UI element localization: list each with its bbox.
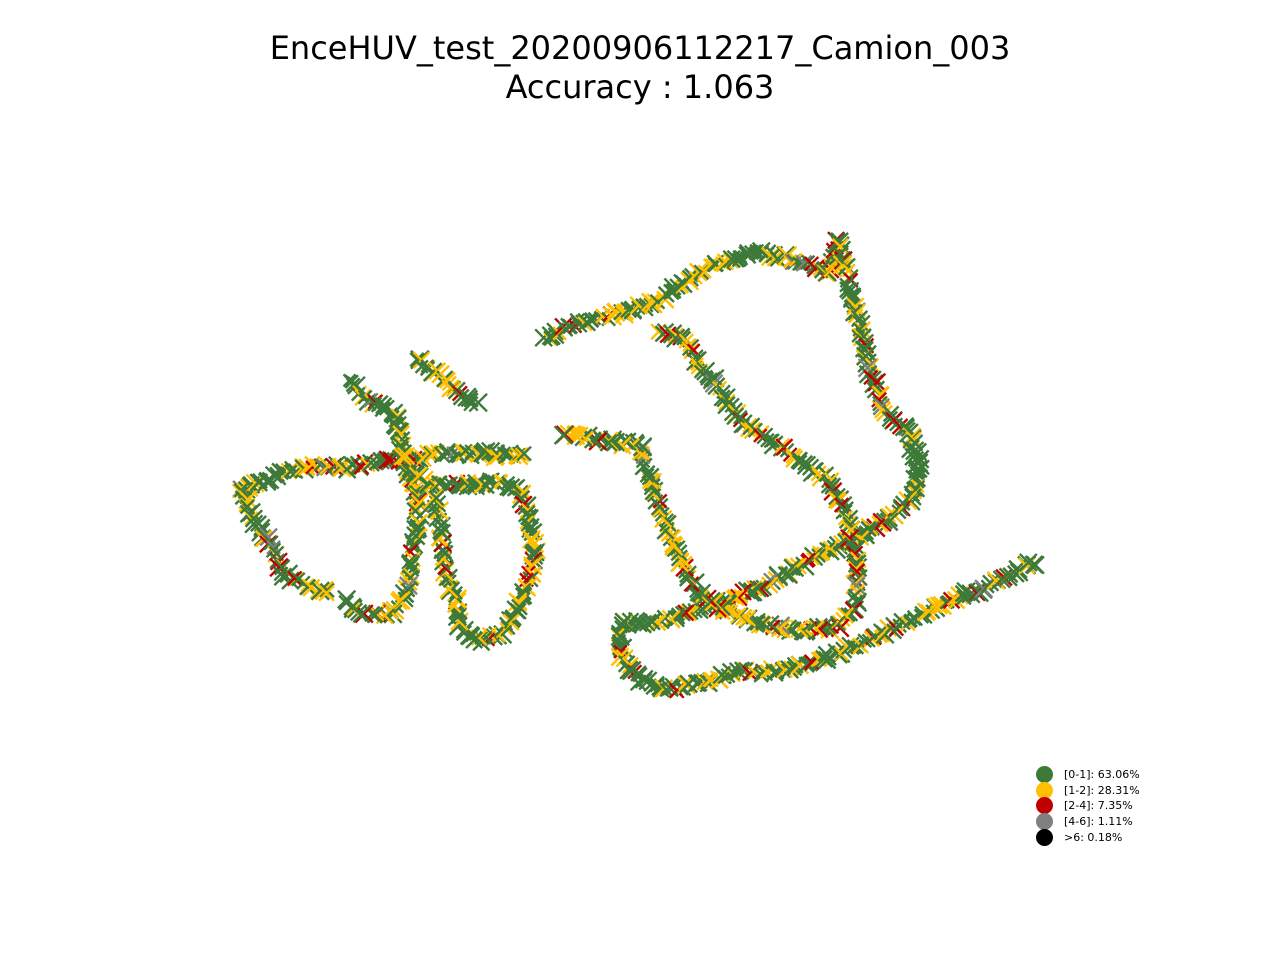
- marker-746: [665, 328, 686, 348]
- legend-item-gt6: >6: 0.18%: [1036, 828, 1140, 846]
- marker-506: [758, 246, 775, 263]
- track-markers: [231, 231, 1045, 699]
- marker-1138: [961, 584, 981, 604]
- marker-740: [650, 323, 668, 341]
- marker-1112: [892, 618, 908, 634]
- marker-312: [427, 504, 442, 519]
- marker-557: [843, 287, 860, 304]
- marker-349: [393, 447, 412, 466]
- marker-413: [286, 570, 303, 587]
- marker-236: [522, 570, 539, 588]
- marker-25: [305, 460, 320, 475]
- marker-964: [641, 467, 660, 486]
- legend-marker-2-4: [1036, 797, 1053, 815]
- marker-112: [408, 501, 424, 516]
- legend-item-4-6: [4-6]: 1.11%: [1036, 813, 1140, 831]
- legend-item-0-1: [0-1]: 63.06%: [1036, 766, 1140, 784]
- marker-95: [509, 446, 529, 466]
- marker-663: [826, 539, 847, 560]
- legend-marker-4-6: [1036, 813, 1053, 831]
- marker-699: [729, 588, 748, 607]
- marker-688: [761, 576, 779, 594]
- legend-label-2-4: [2-4]: 7.35%: [1064, 799, 1133, 813]
- marker-574: [856, 333, 875, 352]
- chart-title: EnceHUV_test_20200906112217_Camion_003: [269, 29, 1011, 67]
- marker-424: [318, 584, 335, 602]
- marker-1079: [798, 656, 815, 674]
- marker-510: [769, 251, 786, 268]
- marker-163: [338, 594, 355, 611]
- legend-label-0-1: [0-1]: 63.06%: [1064, 768, 1140, 782]
- marker-376: [468, 392, 488, 413]
- marker-1162: [1024, 555, 1044, 574]
- marker-455: [620, 301, 638, 319]
- marker-608: [900, 421, 916, 438]
- marker-50: [376, 452, 393, 469]
- legend-item-2-4: [2-4]: 7.35%: [1036, 797, 1140, 815]
- marker-821: [824, 477, 842, 494]
- marker-477: [681, 269, 699, 287]
- marker-1010: [613, 644, 628, 659]
- marker-1116: [903, 613, 918, 628]
- marker-97: [516, 445, 532, 462]
- marker-423: [319, 582, 335, 598]
- marker-259: [485, 628, 504, 646]
- marker-1056: [734, 661, 751, 678]
- marker-396: [259, 527, 278, 547]
- marker-386: [241, 502, 261, 522]
- marker-804: [785, 449, 804, 468]
- marker-865: [843, 607, 859, 622]
- marker-359: [422, 362, 443, 382]
- marker-316: [428, 490, 445, 507]
- marker-523: [806, 259, 826, 278]
- marker-214: [519, 508, 538, 526]
- marker-305: [433, 523, 452, 542]
- marker-940: [663, 535, 682, 554]
- marker-494: [726, 249, 745, 268]
- marker-194: [481, 474, 496, 488]
- marker-1000: [553, 425, 574, 445]
- marker-332: [374, 401, 391, 418]
- marker-827: [835, 495, 853, 513]
- marker-507: [760, 246, 781, 267]
- marker-1084: [815, 649, 834, 668]
- marker-443: [583, 311, 600, 328]
- marker-209: [513, 490, 530, 507]
- marker-71: [438, 442, 456, 460]
- legend-marker-1-2: [1036, 781, 1053, 799]
- legend-marker-gt6: [1036, 828, 1053, 846]
- marker-242: [516, 586, 532, 601]
- marker-915: [704, 592, 724, 612]
- marker-615: [905, 441, 925, 461]
- marker-1038: [677, 675, 693, 691]
- marker-421: [310, 581, 330, 601]
- marker-913: [714, 599, 731, 616]
- marker-905: [735, 609, 752, 626]
- legend-item-1-2: [1-2]: 28.31%: [1036, 781, 1140, 799]
- legend-marker-0-1: [1036, 766, 1053, 784]
- marker-366: [441, 379, 460, 398]
- marker-519: [795, 254, 813, 272]
- legend-label-1-2: [1-2]: 28.31%: [1064, 783, 1140, 797]
- legend: [0-1]: 63.06% [1-2]: 28.31% [2-4]: 7.35%…: [1036, 766, 1140, 846]
- marker-164: [336, 589, 357, 610]
- marker-482: [688, 262, 708, 282]
- marker-315: [424, 488, 444, 508]
- marker-276: [447, 606, 468, 627]
- marker-1160: [1018, 553, 1038, 572]
- marker-350: [396, 446, 416, 466]
- chart-subtitle: Accuracy : 1.063: [505, 68, 775, 106]
- legend-label-gt6: >6: 0.18%: [1064, 830, 1123, 844]
- marker-835: [842, 516, 859, 533]
- marker-900: [749, 614, 766, 632]
- marker-732: [633, 614, 652, 634]
- marker-983: [605, 435, 622, 452]
- marker-963: [639, 467, 655, 483]
- legend-label-4-6: [4-6]: 1.11%: [1064, 815, 1133, 829]
- marker-411: [281, 571, 300, 590]
